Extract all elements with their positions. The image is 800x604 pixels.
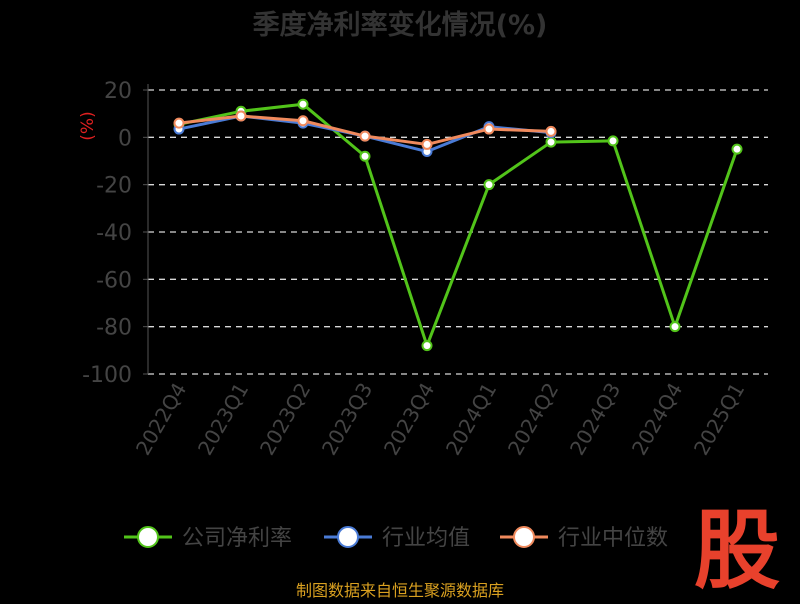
data-point[interactable] [545,136,557,148]
series-line [178,102,739,348]
data-point[interactable] [421,138,433,150]
data-point[interactable] [359,130,371,142]
y-tick-label: 20 [104,79,132,104]
x-tick-label: 2022Q4 [131,379,191,460]
data-point[interactable] [421,340,433,352]
x-tick-label: 2023Q1 [193,379,253,460]
chart-title: 季度净利率变化情况(%) [253,9,548,41]
legend-item-0[interactable]: 公司净利率 [124,526,292,551]
y-tick-label: -20 [96,174,132,199]
y-tick-label: -100 [82,363,132,388]
data-point[interactable] [545,125,557,137]
data-point[interactable] [235,110,247,122]
legend-item-2[interactable]: 行业中位数 [500,526,668,551]
x-tick-label: 2024Q2 [503,379,563,460]
y-tick-label: -80 [96,316,132,341]
y-axis: 20 0 -20 -40 -60 -80 -100 [82,79,148,388]
x-tick-label: 2024Q4 [627,379,687,460]
legend-label: 行业中位数 [558,526,668,551]
series-lines [173,98,743,352]
legend-label: 行业均值 [382,526,470,551]
footer-source: 制图数据来自恒生聚源数据库 [296,581,504,600]
x-axis: 2022Q4 2023Q1 2023Q2 2023Q3 2023Q4 2024Q1 2024… [131,379,749,460]
series-2 [173,110,557,150]
x-tick-label: 2024Q3 [565,379,625,460]
data-point[interactable] [483,123,495,135]
data-point[interactable] [607,135,619,147]
legend[interactable]: 公司净利率 行业均值 行业中位数 [124,526,668,551]
legend-label: 公司净利率 [182,526,292,551]
data-point[interactable] [669,321,681,333]
data-point[interactable] [297,98,309,110]
data-point[interactable] [731,143,743,155]
y-tick-label: -60 [96,268,132,293]
x-tick-label: 2025Q1 [689,379,749,460]
legend-marker-icon [337,526,359,548]
x-tick-label: 2023Q4 [379,379,439,460]
data-point[interactable] [359,150,371,162]
y-tick-label: 0 [118,126,132,151]
legend-item-1[interactable]: 行业均值 [324,526,470,551]
x-tick-label: 2023Q3 [317,379,377,460]
x-tick-label: 2024Q1 [441,379,501,460]
legend-marker-icon [137,526,159,548]
x-tick-label: 2023Q2 [255,379,315,460]
y-tick-label: -40 [96,221,132,246]
data-point[interactable] [483,179,495,191]
y-axis-unit: (%) [78,111,98,140]
data-point[interactable] [297,115,309,127]
data-point[interactable] [173,117,185,129]
watermark-logo: 股 [694,501,780,600]
legend-marker-icon [513,526,535,548]
